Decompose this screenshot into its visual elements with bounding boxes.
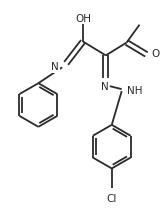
Text: Cl: Cl xyxy=(107,194,117,204)
Text: OH: OH xyxy=(75,14,91,24)
Text: O: O xyxy=(151,49,160,59)
Text: NH: NH xyxy=(127,86,142,96)
Text: N: N xyxy=(51,62,59,72)
Text: N: N xyxy=(101,82,109,92)
